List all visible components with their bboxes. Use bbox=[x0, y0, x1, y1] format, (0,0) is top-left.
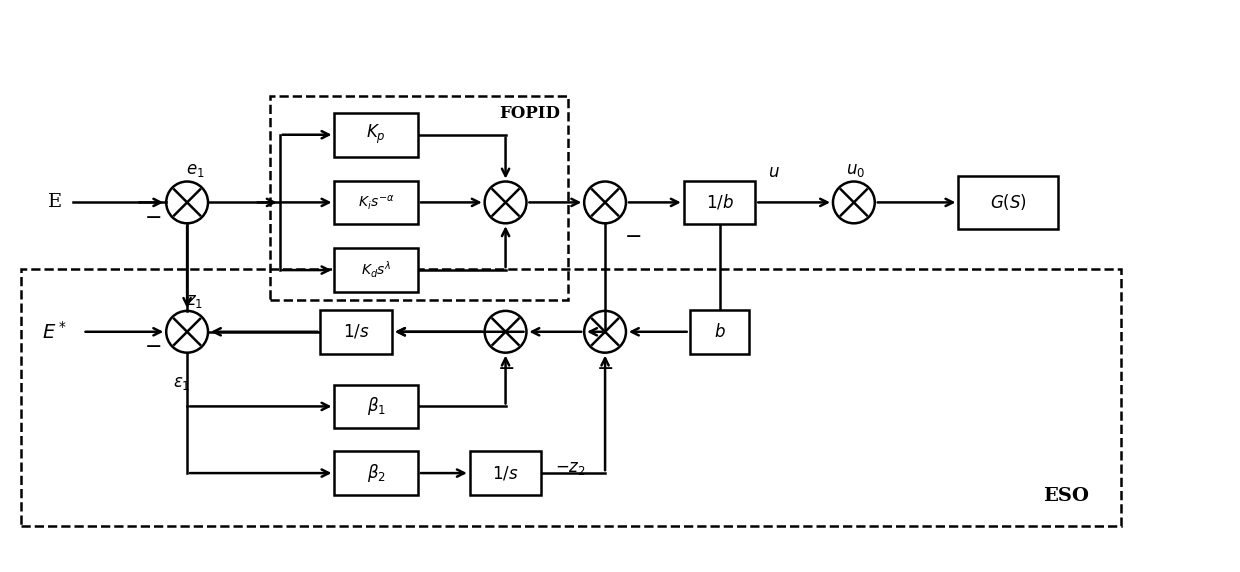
Text: $-$: $-$ bbox=[596, 358, 614, 377]
Text: $\beta_2$: $\beta_2$ bbox=[367, 462, 386, 484]
Text: $u_0$: $u_0$ bbox=[846, 162, 866, 179]
FancyBboxPatch shape bbox=[335, 248, 418, 292]
Text: $1/s$: $1/s$ bbox=[492, 464, 518, 482]
Text: $-z_2$: $-z_2$ bbox=[556, 460, 587, 476]
FancyBboxPatch shape bbox=[683, 181, 755, 224]
Text: $z_1$: $z_1$ bbox=[186, 293, 203, 311]
Text: $1/b$: $1/b$ bbox=[706, 193, 734, 212]
Text: $-$: $-$ bbox=[144, 336, 161, 355]
FancyBboxPatch shape bbox=[335, 384, 418, 428]
FancyBboxPatch shape bbox=[335, 181, 418, 224]
Text: $G(S)$: $G(S)$ bbox=[990, 192, 1027, 212]
Text: E: E bbox=[47, 193, 62, 212]
Text: $\beta_1$: $\beta_1$ bbox=[367, 395, 386, 418]
FancyBboxPatch shape bbox=[335, 451, 418, 495]
FancyBboxPatch shape bbox=[320, 310, 392, 353]
Text: $u$: $u$ bbox=[769, 164, 780, 181]
Text: $-$: $-$ bbox=[497, 358, 515, 377]
Text: ESO: ESO bbox=[1043, 487, 1089, 505]
Text: $-$: $-$ bbox=[624, 226, 641, 245]
FancyBboxPatch shape bbox=[470, 451, 542, 495]
Text: $e_1$: $e_1$ bbox=[186, 162, 205, 179]
Text: $b$: $b$ bbox=[714, 323, 725, 341]
FancyBboxPatch shape bbox=[335, 113, 418, 157]
Text: $1/s$: $1/s$ bbox=[343, 323, 370, 341]
Text: FOPID: FOPID bbox=[500, 105, 560, 122]
Text: $-$: $-$ bbox=[144, 207, 161, 226]
Text: $K_d s^{\lambda}$: $K_d s^{\lambda}$ bbox=[361, 260, 392, 280]
Text: $E^*$: $E^*$ bbox=[42, 321, 67, 343]
FancyBboxPatch shape bbox=[689, 310, 749, 353]
FancyBboxPatch shape bbox=[959, 176, 1058, 229]
Text: $K_p$: $K_p$ bbox=[366, 123, 386, 146]
Text: $K_i s^{-\alpha}$: $K_i s^{-\alpha}$ bbox=[358, 193, 394, 212]
Text: $\varepsilon_1$: $\varepsilon_1$ bbox=[174, 375, 191, 392]
